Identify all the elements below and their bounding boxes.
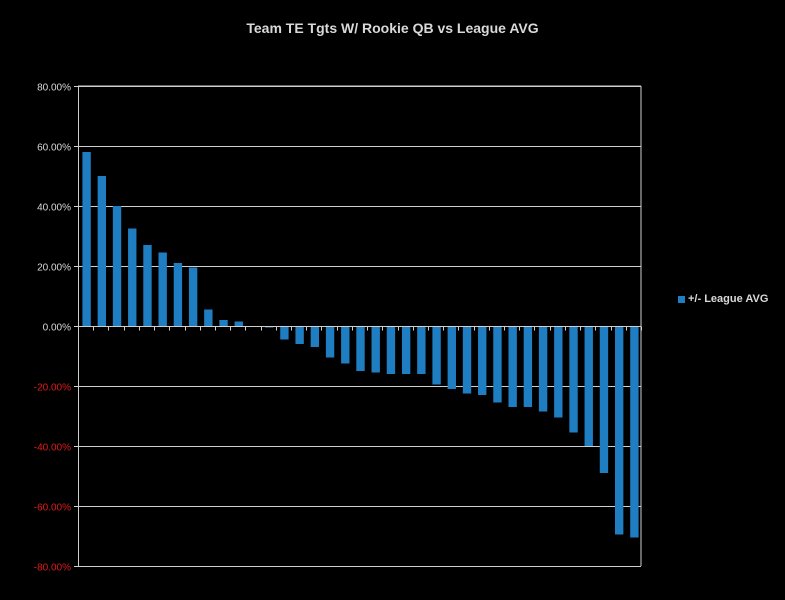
bar [310,326,320,347]
bar [97,176,107,326]
bar [538,326,548,412]
bar [356,326,365,371]
y-tick-label: -80.00% [34,563,71,574]
bar [188,267,198,326]
bar [280,326,289,340]
bar [432,326,441,385]
bar [158,252,167,326]
legend-swatch [678,295,685,303]
bar [584,326,593,446]
bar [569,326,578,433]
bar [523,326,533,407]
bar [614,326,624,535]
y-tick-label: 0.00% [43,323,71,334]
bar [173,263,183,326]
y-tick-label: 80.00% [37,83,71,94]
bar [493,326,502,403]
bar [219,320,228,326]
axes: 80.00% 60.00% 40.00% 20.00% 0.00% -20.00% -40.… [34,83,642,574]
bar [599,326,609,473]
bar [630,326,639,538]
bar [341,326,350,364]
bar [478,326,487,395]
bar [447,326,456,389]
y-tick-label: 60.00% [37,143,71,154]
bar [204,309,213,326]
bar [508,326,517,407]
bar [325,326,335,358]
bar [371,326,380,373]
legend-label: +/- League AVG [688,293,769,305]
bar [234,321,243,326]
chart-title: Team TE Tgts W/ Rookie QB vs League AVG [246,20,539,36]
bar [82,152,91,326]
y-tick-label: -40.00% [34,443,71,454]
bar [128,228,137,326]
y-tick-label: 20.00% [37,263,71,274]
bars [82,152,639,538]
bar [417,326,426,374]
y-tick-label: -60.00% [34,503,71,514]
bar [295,326,304,344]
bar [462,326,472,394]
bar [143,245,152,326]
bar [386,326,396,374]
bar [112,206,122,326]
y-tick-label: 40.00% [37,203,71,214]
legend: +/- League AVG [678,293,768,305]
y-tick-label: -20.00% [34,383,71,394]
bar [401,326,411,374]
bar [554,326,563,418]
